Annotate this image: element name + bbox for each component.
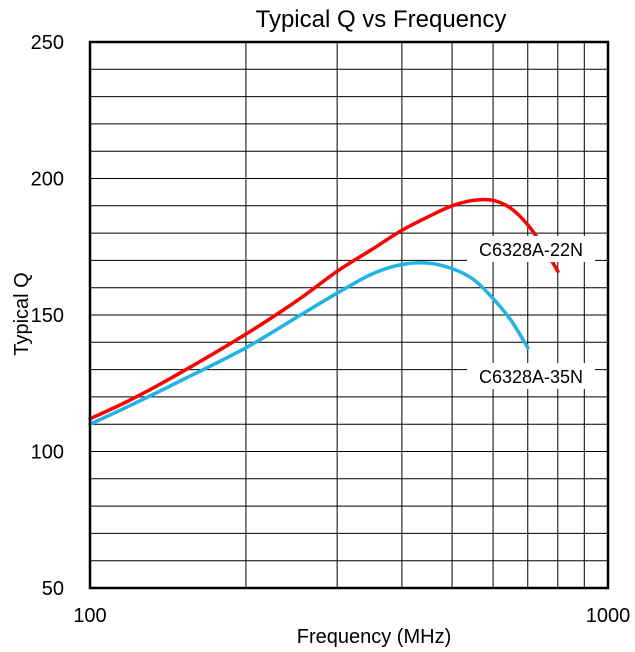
series-line-c6328a-22n xyxy=(88,197,560,421)
series-line-c6328a-35n xyxy=(88,261,530,426)
x-axis-label: Frequency (MHz) xyxy=(297,626,451,648)
annotation-c6328a-22n-background xyxy=(467,236,595,262)
x-tick-label: 1000 xyxy=(586,605,631,627)
annotation-c6328a-35n-background xyxy=(467,363,595,389)
y-tick-label: 50 xyxy=(42,578,64,600)
series-lines xyxy=(88,197,560,426)
y-tick-label: 150 xyxy=(31,305,64,327)
chart-title: Typical Q vs Frequency xyxy=(256,6,507,33)
y-tick-label: 100 xyxy=(31,442,64,464)
y-tick-label: 250 xyxy=(31,32,64,54)
annotation-c6328a-22n-text: C6328A-22N xyxy=(479,240,583,260)
y-tick-label: 200 xyxy=(31,169,64,191)
annotation-c6328a-35n-text: C6328A-35N xyxy=(479,367,583,387)
grid xyxy=(90,42,608,588)
annotation-c6328a-22n: C6328A-22N xyxy=(467,236,595,262)
annotation-c6328a-35n: C6328A-35N xyxy=(467,363,595,389)
x-tick-label: 100 xyxy=(73,605,106,627)
tick-labels: 50 100 150 200 250 100 1000 xyxy=(31,32,631,627)
y-axis-label: Typical Q xyxy=(11,272,33,355)
plot-frame xyxy=(88,40,610,590)
